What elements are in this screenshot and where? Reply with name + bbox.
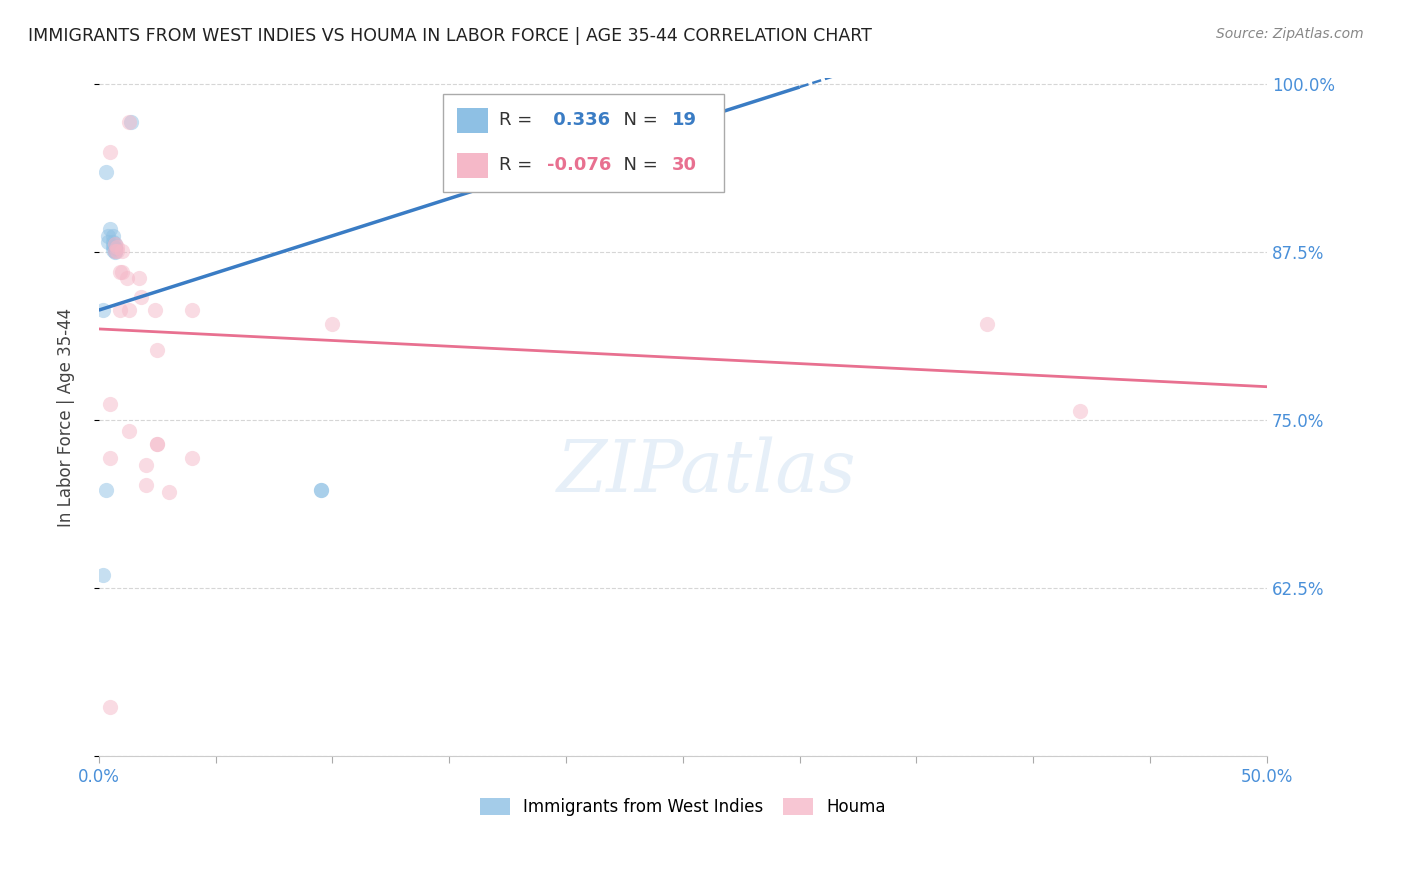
Point [94, 483, 117, 498]
Point [101, 229, 124, 244]
Point [100, 699, 122, 714]
Point [93, 567, 115, 582]
Point [157, 484, 180, 499]
Point [104, 244, 127, 258]
Text: R =: R = [499, 112, 538, 129]
Point [134, 478, 156, 492]
Text: 0.336: 0.336 [547, 112, 610, 129]
Text: IMMIGRANTS FROM WEST INDIES VS HOUMA IN LABOR FORCE | AGE 35-44 CORRELATION CHAR: IMMIGRANTS FROM WEST INDIES VS HOUMA IN … [28, 27, 872, 45]
Point [97, 235, 120, 249]
Point [181, 303, 204, 318]
Text: ZIPatlas: ZIPatlas [557, 436, 856, 507]
Point [146, 437, 169, 451]
Point [309, 483, 332, 498]
Point [321, 317, 343, 331]
Text: N =: N = [612, 112, 664, 129]
Point [111, 244, 134, 258]
Point [104, 241, 127, 255]
Point [104, 244, 127, 258]
Text: N =: N = [612, 156, 664, 174]
Point [146, 437, 169, 451]
Legend: Immigrants from West Indies, Houma: Immigrants from West Indies, Houma [472, 791, 893, 822]
Point [107, 244, 129, 258]
Point [115, 271, 138, 285]
Point [97, 229, 120, 244]
Point [976, 317, 998, 331]
Point [93, 303, 115, 318]
Point [129, 290, 152, 304]
Point [118, 303, 141, 318]
Point [100, 397, 122, 411]
Point [143, 303, 166, 318]
Point [101, 243, 124, 257]
Point [108, 303, 131, 318]
Point [181, 450, 204, 465]
Point [1069, 404, 1091, 418]
Point [309, 483, 332, 498]
Point [118, 115, 141, 129]
Point [121, 115, 143, 129]
Text: 19: 19 [672, 112, 697, 129]
Point [94, 164, 117, 178]
Text: Source: ZipAtlas.com: Source: ZipAtlas.com [1216, 27, 1364, 41]
Point [101, 235, 124, 249]
Point [104, 245, 127, 260]
Point [111, 265, 134, 279]
Y-axis label: In Labor Force | Age 35-44: In Labor Force | Age 35-44 [58, 308, 75, 526]
Point [101, 238, 124, 252]
Point [100, 222, 122, 236]
Text: -0.076: -0.076 [547, 156, 612, 174]
Text: 30: 30 [672, 156, 697, 174]
Point [146, 343, 169, 358]
Point [100, 145, 122, 159]
Point [128, 271, 150, 285]
Point [118, 424, 141, 438]
Point [104, 241, 127, 255]
Text: R =: R = [499, 156, 538, 174]
Point [107, 240, 129, 254]
Point [100, 450, 122, 465]
Point [104, 237, 127, 252]
Point [134, 458, 156, 472]
Point [104, 237, 127, 252]
Point [108, 265, 131, 279]
